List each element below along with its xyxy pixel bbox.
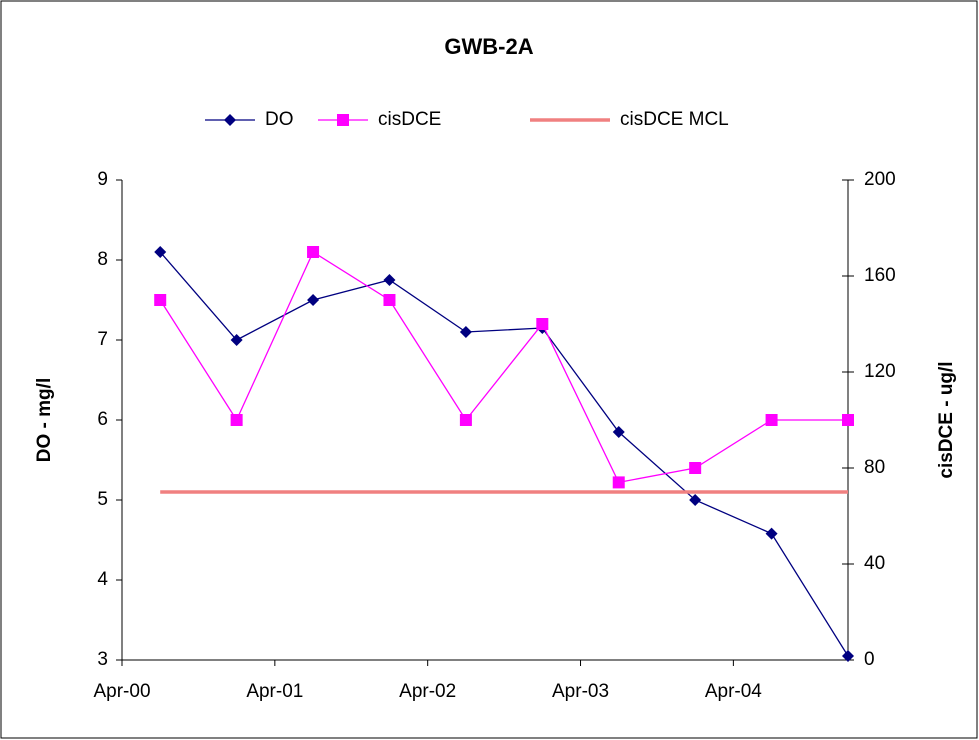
marker	[154, 246, 167, 258]
y2-axis-label: cisDCE - ug/l	[936, 361, 957, 478]
y-tick-label: 3	[97, 649, 108, 670]
chart-title: GWB-2A	[444, 34, 533, 59]
y2-tick-label: 80	[864, 457, 885, 478]
marker	[536, 318, 549, 330]
y-tick-label: 7	[97, 329, 108, 350]
legend-marker	[337, 114, 349, 126]
y-tick-label: 8	[97, 249, 108, 270]
x-tick-label: Apr-02	[399, 681, 456, 702]
y2-tick-label: 120	[864, 361, 896, 382]
y2-tick-label: 160	[864, 265, 896, 286]
marker	[842, 650, 854, 662]
legend-marker	[224, 114, 236, 126]
marker	[230, 334, 243, 346]
legend-label: cisDCE	[378, 109, 441, 130]
marker	[307, 294, 320, 306]
x-tick-label: Apr-00	[93, 681, 150, 702]
x-tick-label: Apr-03	[552, 681, 609, 702]
marker	[765, 527, 778, 540]
legend-label: cisDCE MCL	[620, 109, 729, 130]
marker	[230, 414, 243, 426]
y2-tick-label: 200	[864, 169, 896, 190]
marker	[765, 414, 778, 426]
marker	[612, 476, 625, 489]
marker	[154, 294, 167, 306]
marker	[689, 462, 702, 474]
y-axis-label: DO - mg/l	[34, 378, 55, 462]
y-tick-label: 4	[97, 569, 108, 590]
x-tick-label: Apr-01	[246, 681, 303, 702]
series-line	[159, 251, 849, 657]
marker	[842, 414, 854, 426]
y-tick-label: 5	[97, 489, 108, 510]
marker	[459, 326, 472, 338]
y2-tick-label: 0	[864, 649, 875, 670]
marker	[307, 246, 320, 258]
marker	[689, 494, 702, 506]
y-tick-label: 6	[97, 409, 108, 430]
x-tick-label: Apr-04	[705, 681, 762, 702]
marker	[383, 274, 396, 286]
marker	[612, 426, 625, 438]
y2-tick-label: 40	[864, 553, 885, 574]
series-line	[159, 251, 848, 484]
marker	[383, 294, 396, 306]
marker	[459, 414, 472, 426]
legend-label: DO	[265, 109, 294, 130]
y-tick-label: 9	[97, 169, 108, 190]
